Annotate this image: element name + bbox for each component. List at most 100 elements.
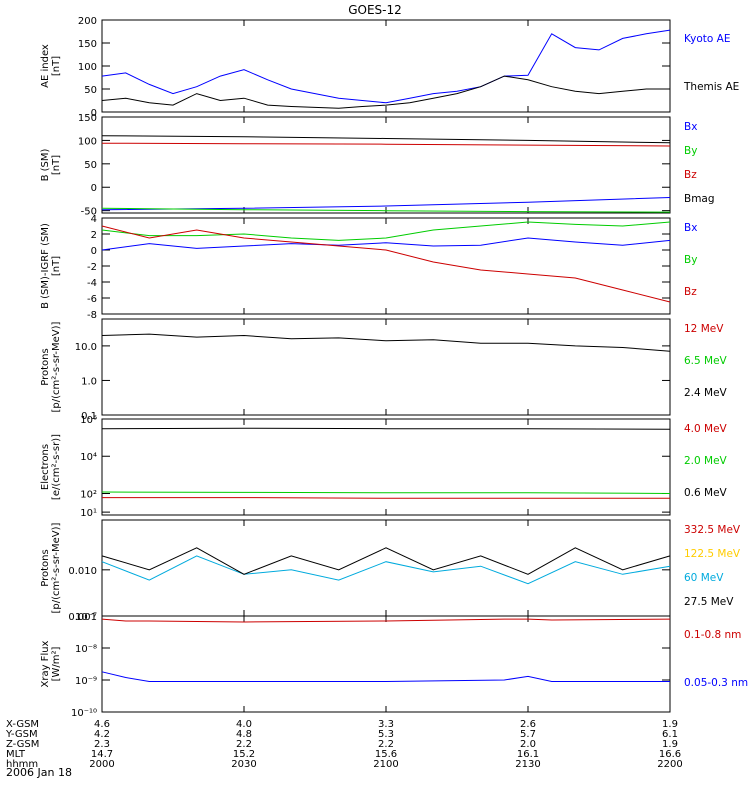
y-tick-label-5-1: 10²	[80, 489, 97, 500]
legend-label-3-1: Bx	[684, 222, 697, 234]
y-tick-label-1-2: 100	[78, 62, 97, 73]
y-tick-label-2-1: 0	[91, 183, 97, 194]
series-line-2-4	[101, 135, 671, 144]
ephemeris-value-2-2: 4.8	[236, 729, 252, 740]
series-line-3-1	[101, 237, 671, 251]
y-axis-label-2-1: [nT]	[51, 155, 62, 175]
y-axis-label-6-1: [p/(cm²-s-sr-MeV)]	[51, 522, 62, 613]
ephemeris-value-1-3: 3.3	[378, 719, 394, 730]
y-tick-label-1-4: 200	[78, 16, 97, 27]
ephemeris-value-4-2: 15.2	[233, 749, 255, 760]
legend-label-1-1: Kyoto AE	[684, 33, 730, 45]
y-tick-label-2-2: 50	[84, 160, 97, 171]
ephemeris-value-1-5: 1.9	[662, 719, 678, 730]
legend-label-5-3: 0.6 MeV	[684, 487, 728, 499]
y-axis-label-1-0: AE index	[40, 44, 51, 88]
legend-label-4-2: 6.5 MeV	[684, 355, 728, 367]
ephemeris-value-5-5: 2200	[657, 759, 682, 770]
ephemeris-value-4-4: 16.1	[517, 749, 539, 760]
ephemeris-row-label-5: hhmm	[6, 759, 38, 770]
series-line-2-2	[101, 207, 671, 213]
series-line-4-3	[101, 333, 671, 352]
y-axis-label-5-0: Electrons	[40, 444, 51, 490]
y-tick-label-1-0: 0	[91, 108, 97, 119]
panel-frame-6	[101, 519, 671, 617]
y-tick-label-2-3: 100	[78, 136, 97, 147]
series-line-7-1	[101, 618, 671, 623]
chart-title: GOES-12	[348, 3, 402, 17]
ephemeris-row-label-1: X-GSM	[6, 719, 39, 730]
y-axis-label-5-1: [e/(cm²-s-sr)]	[51, 434, 62, 500]
y-tick-label-5-3: 10⁶	[80, 415, 97, 426]
series-line-7-2	[101, 671, 670, 682]
series-line-1-1	[101, 29, 671, 104]
legend-label-7-1: 0.1-0.8 nm	[684, 629, 741, 641]
ephemeris-value-4-1: 14.7	[91, 749, 113, 760]
ephemeris-value-3-3: 2.2	[378, 739, 394, 750]
y-tick-label-1-1: 50	[84, 85, 97, 96]
series-line-5-2	[101, 491, 671, 494]
y-axis-label-7-0: Xray Flux	[40, 640, 51, 687]
panel-frame-3	[101, 217, 671, 315]
y-tick-label-4-1: 1.0	[81, 376, 97, 387]
ephemeris-value-4-3: 15.6	[375, 749, 397, 760]
series-line-3-3	[101, 225, 671, 303]
y-tick-label-3-6: 4	[91, 214, 97, 225]
series-line-6-4	[101, 547, 671, 575]
ephemeris-value-5-2: 2030	[231, 759, 256, 770]
ephemeris-value-3-5: 1.9	[662, 739, 678, 750]
y-tick-label-3-0: -8	[87, 310, 97, 321]
y-tick-label-3-1: -6	[87, 294, 97, 305]
legend-label-5-1: 4.0 MeV	[684, 423, 728, 435]
panel-frame-7	[101, 615, 671, 713]
ephemeris-value-1-2: 4.0	[236, 719, 252, 730]
y-tick-label-5-0: 10¹	[80, 508, 97, 519]
ephemeris-value-5-3: 2100	[373, 759, 398, 770]
legend-label-1-2: Themis AE	[683, 81, 739, 93]
ephemeris-value-5-1: 2000	[89, 759, 114, 770]
ephemeris-value-4-5: 16.6	[659, 749, 681, 760]
y-tick-label-7-3: 10⁻⁷	[75, 612, 97, 623]
y-tick-label-4-2: 10.0	[75, 342, 97, 353]
y-tick-label-3-2: -4	[87, 278, 97, 289]
series-line-2-3	[101, 142, 671, 147]
date-label: 2006 Jan 18	[6, 766, 72, 779]
y-axis-label-3-1: [nT]	[51, 256, 62, 276]
legend-label-4-3: 2.4 MeV	[684, 387, 728, 399]
y-tick-label-3-3: -2	[87, 262, 97, 273]
y-axis-label-6-0: Protons	[40, 549, 51, 586]
y-tick-label-3-4: 0	[91, 246, 97, 257]
y-tick-label-2-0: -50	[81, 207, 97, 218]
y-tick-label-5-2: 10⁴	[80, 452, 97, 463]
y-axis-label-1-1: [nT]	[51, 56, 62, 76]
y-axis-label-3-0: B (SM)-IGRF (SM)	[40, 223, 51, 309]
series-line-3-2	[101, 221, 671, 241]
legend-label-2-3: Bz	[684, 169, 697, 181]
legend-label-6-1: 332.5 MeV	[684, 524, 741, 536]
y-tick-label-2-4: 150	[78, 113, 97, 124]
series-line-6-3	[101, 555, 671, 585]
ephemeris-value-5-4: 2130	[515, 759, 540, 770]
legend-label-6-2: 122.5 MeV	[684, 548, 741, 560]
y-tick-label-7-1: 10⁻⁹	[75, 676, 97, 687]
ephemeris-value-3-4: 2.0	[520, 739, 536, 750]
legend-label-2-4: Bmag	[684, 193, 715, 205]
panel-frame-4	[101, 318, 671, 416]
legend-label-4-1: 12 MeV	[684, 323, 724, 335]
y-axis-label-4-0: Protons	[40, 348, 51, 385]
ephemeris-value-3-1: 2.3	[94, 739, 110, 750]
y-tick-label-1-3: 150	[78, 39, 97, 50]
ephemeris-row-label-2: Y-GSM	[5, 729, 38, 740]
ephemeris-value-2-5: 6.1	[662, 729, 678, 740]
legend-label-3-2: By	[684, 254, 697, 266]
legend-label-3-3: Bz	[684, 286, 697, 298]
legend-label-7-2: 0.05-0.3 nm	[684, 677, 748, 689]
ephemeris-row-label-4: MLT	[6, 749, 26, 760]
ephemeris-value-2-3: 5.3	[378, 729, 394, 740]
y-tick-label-3-5: 2	[91, 230, 97, 241]
ephemeris-row-label-3: Z-GSM	[6, 739, 39, 750]
ephemeris-value-2-4: 5.7	[520, 729, 536, 740]
panel-frame-5	[101, 418, 671, 516]
y-tick-label-6-1: 0.010	[68, 566, 97, 577]
